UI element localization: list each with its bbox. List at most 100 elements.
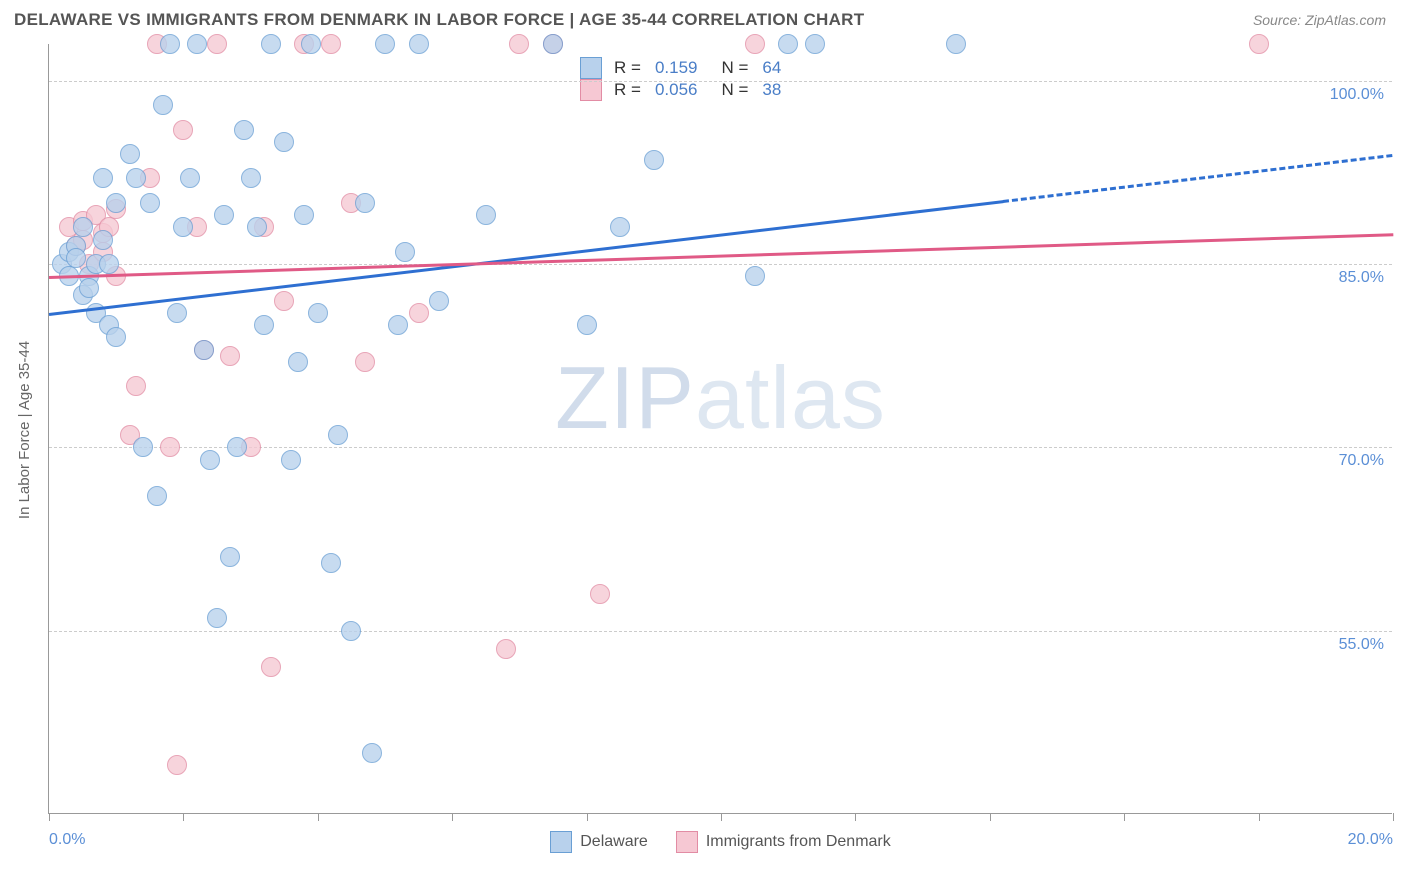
trend-line-delaware-dashed	[1003, 154, 1393, 203]
scatter-point-delaware	[220, 547, 240, 567]
scatter-point-delaware	[409, 34, 429, 54]
watermark-light: atlas	[695, 348, 886, 447]
x-tick	[318, 813, 319, 821]
correlation-legend: R =0.159N =64R =0.056N =38	[569, 52, 792, 106]
x-tick	[452, 813, 453, 821]
scatter-point-delaware	[106, 193, 126, 213]
scatter-point-delaware	[294, 205, 314, 225]
scatter-point-delaware	[173, 217, 193, 237]
legend-swatch	[580, 79, 602, 101]
scatter-point-delaware	[73, 217, 93, 237]
scatter-point-delaware	[241, 168, 261, 188]
y-tick-label: 55.0%	[1339, 636, 1384, 654]
scatter-point-delaware	[153, 95, 173, 115]
scatter-point-delaware	[644, 150, 664, 170]
legend-n-label: N =	[721, 58, 748, 78]
scatter-point-denmark	[1249, 34, 1269, 54]
legend-swatch	[550, 831, 572, 853]
scatter-point-delaware	[120, 144, 140, 164]
chart-header: DELAWARE VS IMMIGRANTS FROM DENMARK IN L…	[0, 0, 1406, 38]
x-tick	[49, 813, 50, 821]
legend-swatch	[676, 831, 698, 853]
x-tick	[855, 813, 856, 821]
y-tick-label: 70.0%	[1339, 452, 1384, 470]
legend-r-label: R =	[614, 58, 641, 78]
legend-r-label: R =	[614, 80, 641, 100]
scatter-point-delaware	[778, 34, 798, 54]
scatter-point-delaware	[375, 34, 395, 54]
x-tick	[587, 813, 588, 821]
legend-top-row: R =0.159N =64	[580, 57, 781, 79]
y-axis-label: In Labor Force | Age 35-44	[16, 341, 33, 519]
scatter-point-delaware	[301, 34, 321, 54]
watermark-bold: ZIP	[555, 348, 695, 447]
scatter-point-denmark	[173, 120, 193, 140]
scatter-point-delaware	[194, 340, 214, 360]
scatter-point-delaware	[341, 621, 361, 641]
legend-r-value: 0.159	[655, 58, 698, 78]
x-tick	[183, 813, 184, 821]
scatter-point-delaware	[180, 168, 200, 188]
series-legend: Delaware Immigrants from Denmark	[49, 831, 1392, 853]
scatter-point-delaware	[476, 205, 496, 225]
legend-n-label: N =	[721, 80, 748, 100]
x-tick	[1259, 813, 1260, 821]
scatter-point-denmark	[509, 34, 529, 54]
x-tick	[1393, 813, 1394, 821]
legend-series-label: Immigrants from Denmark	[706, 833, 891, 851]
scatter-point-delaware	[93, 230, 113, 250]
scatter-point-delaware	[288, 352, 308, 372]
scatter-point-delaware	[308, 303, 328, 323]
scatter-point-delaware	[140, 193, 160, 213]
scatter-point-delaware	[395, 242, 415, 262]
x-tick-label: 0.0%	[49, 831, 85, 849]
scatter-point-denmark	[496, 639, 516, 659]
scatter-point-delaware	[214, 205, 234, 225]
scatter-point-delaware	[126, 168, 146, 188]
scatter-point-delaware	[99, 254, 119, 274]
scatter-point-delaware	[328, 425, 348, 445]
legend-bottom-item: Immigrants from Denmark	[676, 831, 891, 853]
x-tick	[1124, 813, 1125, 821]
scatter-point-denmark	[167, 755, 187, 775]
trend-line-denmark	[49, 233, 1393, 279]
legend-bottom-item: Delaware	[550, 831, 648, 853]
x-tick-label: 20.0%	[1348, 831, 1393, 849]
scatter-point-delaware	[187, 34, 207, 54]
scatter-point-delaware	[106, 327, 126, 347]
scatter-point-denmark	[355, 352, 375, 372]
legend-series-label: Delaware	[580, 833, 648, 851]
scatter-point-denmark	[274, 291, 294, 311]
scatter-point-delaware	[321, 553, 341, 573]
scatter-point-delaware	[254, 315, 274, 335]
scatter-point-delaware	[247, 217, 267, 237]
scatter-point-delaware	[610, 217, 630, 237]
scatter-point-denmark	[160, 437, 180, 457]
scatter-point-delaware	[66, 248, 86, 268]
scatter-point-delaware	[805, 34, 825, 54]
scatter-point-delaware	[160, 34, 180, 54]
scatter-point-denmark	[126, 376, 146, 396]
gridline-h	[49, 264, 1392, 265]
y-tick-label: 85.0%	[1339, 269, 1384, 287]
gridline-h	[49, 81, 1392, 82]
scatter-point-denmark	[220, 346, 240, 366]
scatter-chart: ZIPatlas R =0.159N =64R =0.056N =38 Dela…	[48, 44, 1392, 814]
scatter-point-denmark	[321, 34, 341, 54]
scatter-point-delaware	[274, 132, 294, 152]
scatter-point-delaware	[429, 291, 449, 311]
chart-title: DELAWARE VS IMMIGRANTS FROM DENMARK IN L…	[14, 10, 864, 30]
legend-r-value: 0.056	[655, 80, 698, 100]
scatter-point-delaware	[261, 34, 281, 54]
legend-n-value: 38	[762, 80, 781, 100]
scatter-point-delaware	[227, 437, 247, 457]
scatter-point-delaware	[281, 450, 301, 470]
scatter-point-delaware	[946, 34, 966, 54]
scatter-point-delaware	[200, 450, 220, 470]
y-tick-label: 100.0%	[1330, 86, 1384, 104]
scatter-point-delaware	[355, 193, 375, 213]
scatter-point-delaware	[388, 315, 408, 335]
scatter-point-delaware	[745, 266, 765, 286]
scatter-point-delaware	[234, 120, 254, 140]
x-tick	[990, 813, 991, 821]
